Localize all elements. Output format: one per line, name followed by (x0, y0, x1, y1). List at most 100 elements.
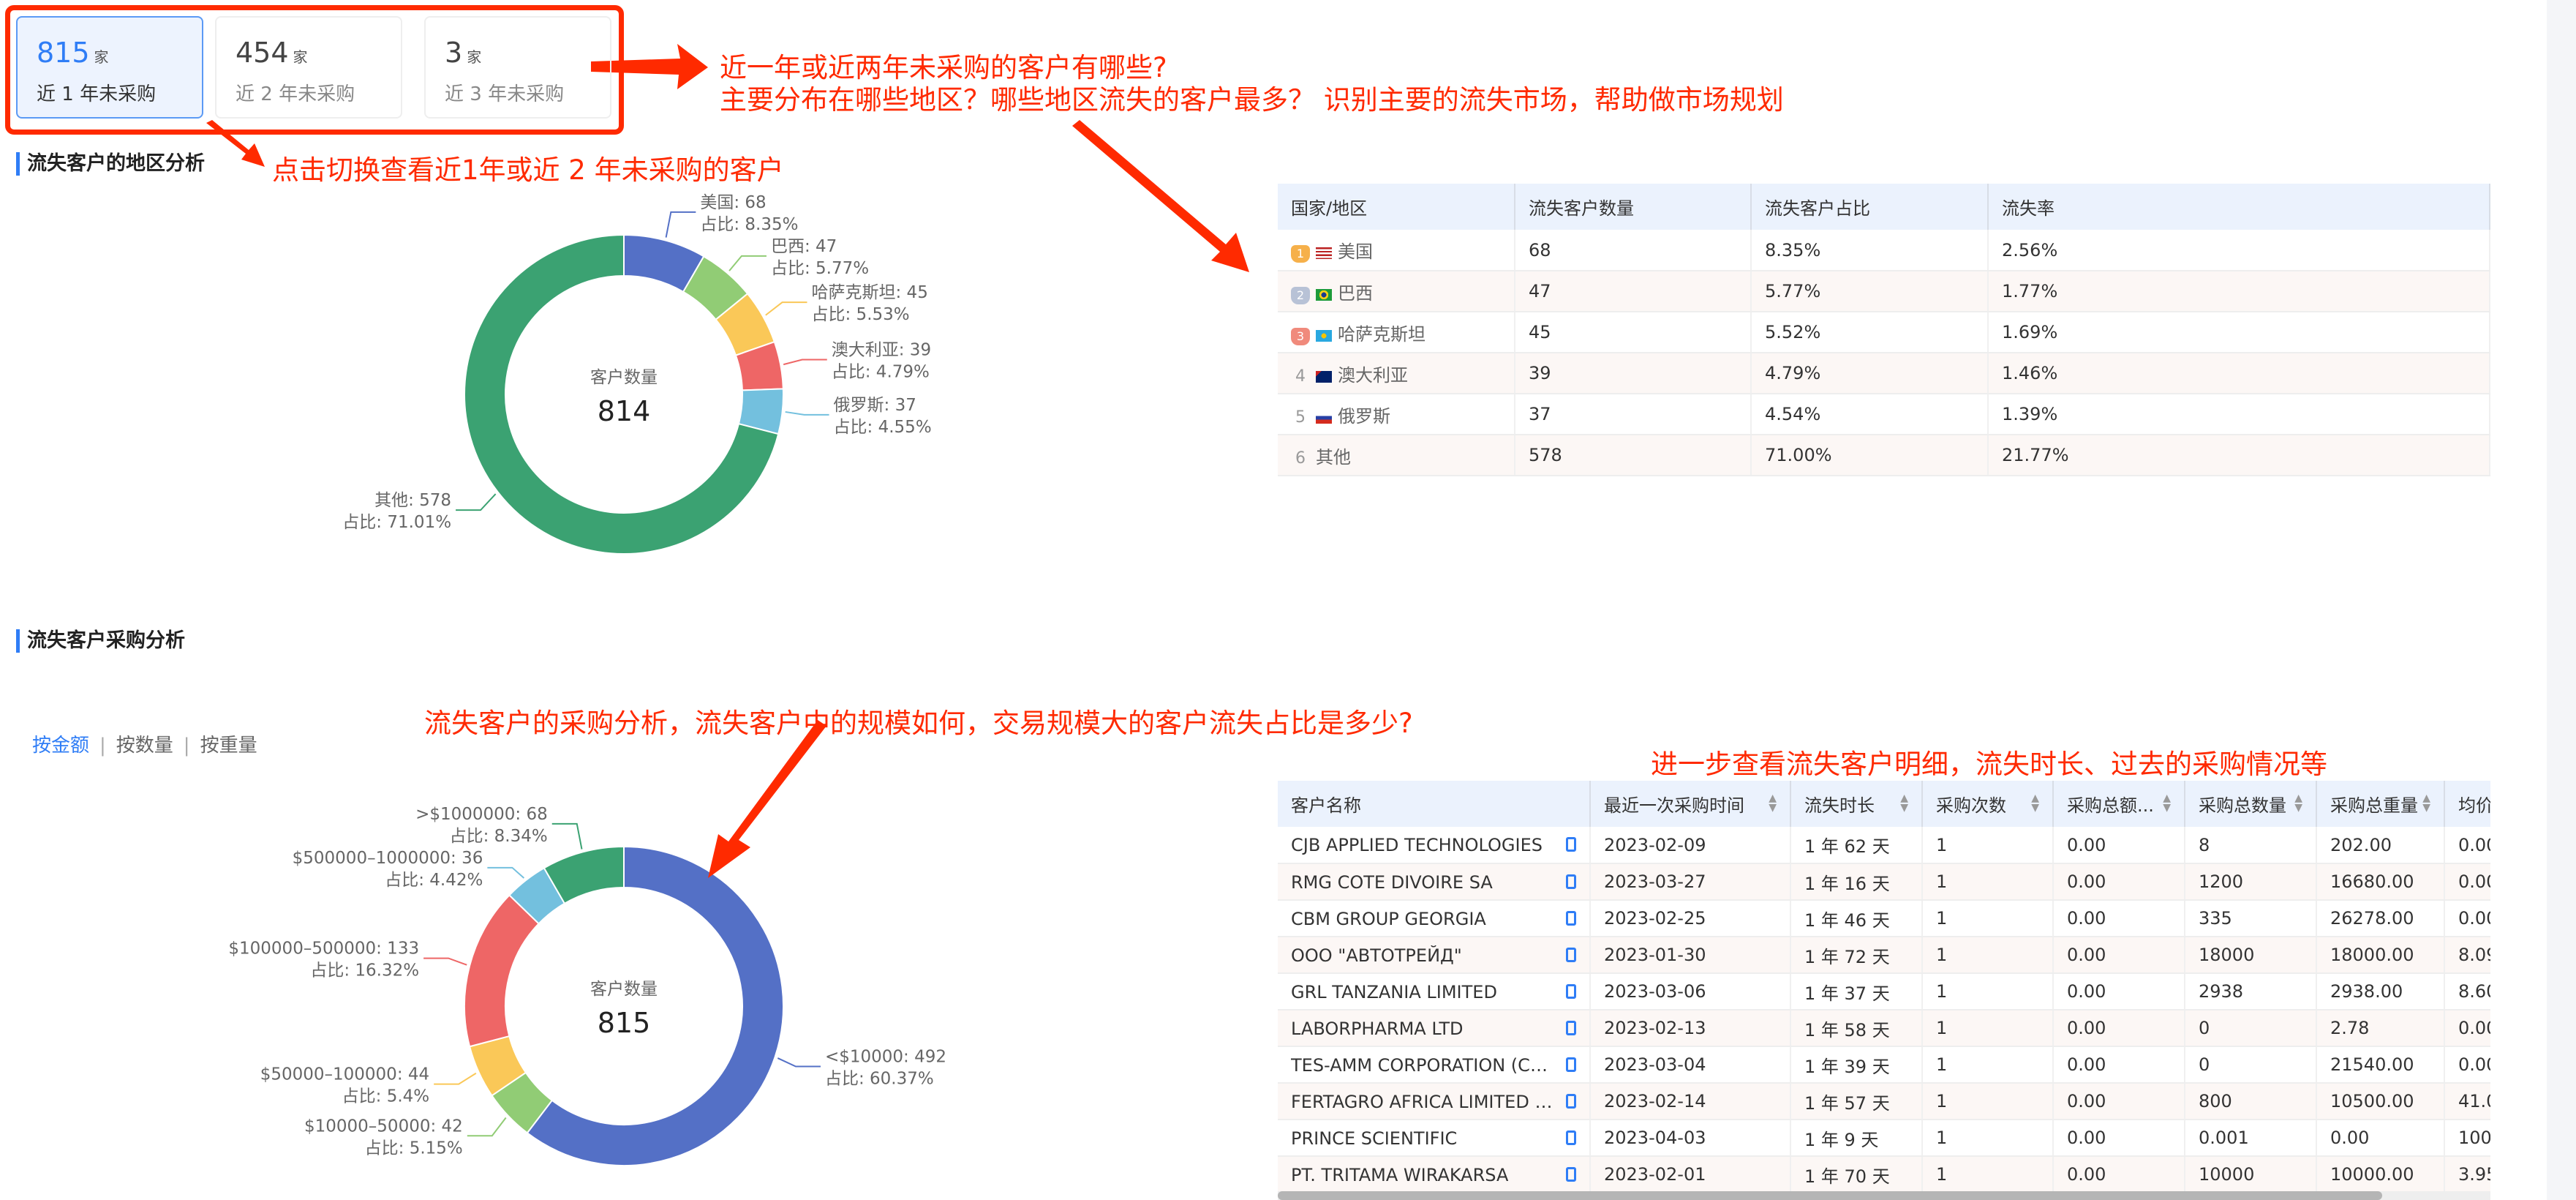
column-header: 流失客户占比 (1751, 184, 1989, 230)
sort-icon[interactable]: ▲ ▼ (2163, 792, 2171, 814)
sort-icon[interactable]: ▲ ▼ (2422, 792, 2430, 814)
data-cell: 0.00 (2444, 827, 2490, 864)
column-header[interactable]: ▲ ▼ 采购总数量 (2185, 781, 2317, 827)
column-header: 流失客户数量 (1515, 184, 1752, 230)
sort-icon[interactable]: ▲ ▼ (2031, 792, 2039, 814)
data-cell: 2023-02-25 (1590, 900, 1791, 937)
label-leader-line (423, 957, 467, 966)
scrollbar-thumb[interactable] (1278, 1191, 2382, 1200)
label-leader-line (777, 1057, 821, 1068)
flag-ru-icon (1316, 411, 1332, 424)
column-header[interactable]: ▲ ▼ 采购次数 (1922, 781, 2054, 827)
copy-icon[interactable] (1566, 1057, 1576, 1072)
table-row[interactable]: FERTAGRO AFRICA LIMITED - Fert ... 2023-0… (1278, 1083, 2490, 1120)
donut-center-label: 客户数量 (590, 368, 658, 387)
slice-label: $10000–50000: 42 (304, 1117, 463, 1136)
tab-0[interactable]: 按金额 (32, 735, 90, 757)
share-cell: 4.79% (1751, 353, 1989, 394)
table-row[interactable]: OOO "АВТОТРЕЙД" 2023-01-30 1 年 72 天 1 0.00 18… (1278, 937, 2490, 974)
card-unit: 家 (293, 48, 308, 66)
sort-icon[interactable]: ▲ ▼ (1900, 792, 1908, 814)
donut-slice[interactable] (543, 845, 625, 905)
copy-icon[interactable] (1566, 1130, 1576, 1145)
data-cell: 41.00 (2444, 1083, 2490, 1120)
data-cell: 0.00 (2444, 1046, 2490, 1084)
column-header[interactable]: ▲ ▼ 流失时长 (1790, 781, 1923, 827)
slice-percent: 占比: 4.79% (832, 362, 930, 381)
card-label: 近 2 年未采购 (236, 83, 355, 105)
table-row[interactable]: TES-AMM CORPORATION (CHINA) L... 2023-03-… (1278, 1046, 2490, 1084)
rate-cell: 1.69% (1988, 312, 2490, 353)
column-header[interactable]: ▲ ▼ 采购总重量 (2316, 781, 2445, 827)
column-header-label: 客户名称 (1291, 795, 1361, 816)
data-cell: 0.00 (2444, 863, 2490, 901)
copy-icon[interactable] (1566, 1166, 1576, 1182)
data-cell: 0.00 (2444, 1010, 2490, 1047)
data-cell: 2023-02-14 (1590, 1083, 1791, 1120)
donut-slice[interactable] (464, 233, 780, 555)
table-row[interactable]: 6 其他 578 71.00% 21.77% (1278, 435, 2490, 476)
data-cell: 18000 (2185, 937, 2317, 974)
donut-slice[interactable] (464, 893, 541, 1048)
copy-icon[interactable] (1566, 983, 1576, 999)
sort-icon[interactable]: ▲ ▼ (1769, 792, 1777, 814)
tab-2[interactable]: 按重量 (200, 735, 257, 757)
data-cell: 2023-01-30 (1590, 937, 1791, 974)
donut-center-total: 815 (598, 1007, 651, 1039)
count-cell: 578 (1515, 435, 1752, 476)
data-cell: 2023-02-09 (1590, 827, 1791, 864)
copy-icon[interactable] (1566, 910, 1576, 926)
table-row[interactable]: 2 巴西 47 5.77% 1.77% (1278, 271, 2490, 312)
table-horizontal-scrollbar[interactable] (1278, 1191, 2490, 1200)
table-row[interactable]: 5 俄罗斯 37 4.54% 1.39% (1278, 394, 2490, 435)
table-row[interactable]: CJB APPLIED TECHNOLOGIES 2023-02-09 1 年 62… (1278, 827, 2490, 864)
copy-icon[interactable] (1566, 1093, 1576, 1109)
rank-badge: 4 (1295, 367, 1306, 386)
copy-icon[interactable] (1566, 837, 1576, 852)
data-cell: 800 (2185, 1083, 2317, 1120)
table-row[interactable]: RMG COTE DIVOIRE SA 2023-03-27 1 年 16 天 1 0.… (1278, 863, 2490, 901)
column-header[interactable]: ▲ ▼ 采购总额... (2053, 781, 2185, 827)
slice-label: $50000–100000: 44 (260, 1065, 429, 1084)
table-row[interactable]: 4 澳大利亚 39 4.79% 1.46% (1278, 353, 2490, 394)
label-leader-line (487, 866, 525, 879)
data-cell: 2023-02-13 (1590, 1010, 1791, 1047)
copy-icon[interactable] (1566, 947, 1576, 962)
page-scrollbar[interactable] (2547, 0, 2576, 1200)
data-cell: 1 (1922, 863, 2054, 901)
data-cell: 8.09 (2444, 937, 2490, 974)
annotation-text: 主要分布在哪些地区？哪些地区流失的客户最多？ 识别主要的流失市场，帮助做市场规划 (720, 84, 1784, 116)
slice-percent: 占比: 5.77% (771, 259, 869, 278)
data-cell: 2938.00 (2316, 973, 2445, 1010)
table-row[interactable]: PRINCE SCIENTIFIC 2023-04-03 1 年 9 天 1 0.00 0… (1278, 1120, 2490, 1157)
donut-slice[interactable] (526, 845, 784, 1166)
copy-icon[interactable] (1566, 874, 1576, 889)
tab-1[interactable]: 按数量 (116, 735, 173, 757)
period-card[interactable]: 815 家近 1 年未采购 (16, 16, 203, 119)
table-row[interactable]: CBM GROUP GEORGIA 2023-02-25 1 年 46 天 1 0.00… (1278, 900, 2490, 937)
country-name: 澳大利亚 (1338, 364, 1408, 386)
data-cell: 0 (2185, 1046, 2317, 1084)
data-cell: 1 年 37 天 (1790, 973, 1923, 1010)
table-row[interactable]: 1 美国 68 8.35% 2.56% (1278, 230, 2490, 271)
copy-icon[interactable] (1566, 1020, 1576, 1035)
data-cell: 10000 (2185, 1156, 2317, 1193)
customer-name: TES-AMM CORPORATION (CHINA) L... (1291, 1054, 1554, 1076)
share-cell: 8.35% (1751, 230, 1989, 271)
table-row[interactable]: 3 哈萨克斯坦 45 5.52% 1.69% (1278, 312, 2490, 353)
region-table: 国家/地区 流失客户数量 流失客户占比 流失率 1 美国 68 8.35% 2.56% 2 巴西 47… (1278, 184, 2490, 476)
annotation-text: 进一步查看流失客户明细，流失时长、过去的采购情况等 (1651, 749, 2327, 780)
column-header-label: 最近一次采购时间 (1604, 795, 1744, 816)
flag-us-icon (1316, 247, 1332, 259)
section-title-region: 流失客户的地区分析 (16, 152, 205, 176)
data-cell: 1 年 9 天 (1790, 1120, 1923, 1157)
customer-name-cell: FERTAGRO AFRICA LIMITED - Fert ... (1278, 1083, 1591, 1120)
period-card[interactable]: 454 家近 2 年未采购 (215, 16, 402, 119)
table-row[interactable]: LABORPHARMA LTD 2023-02-13 1 年 58 天 1 0.00 0 2… (1278, 1010, 2490, 1047)
sort-icon[interactable]: ▲ ▼ (2294, 792, 2302, 814)
column-header[interactable]: ▲ ▼ 最近一次采购时间 (1590, 781, 1791, 827)
rate-cell: 1.39% (1988, 394, 2490, 435)
